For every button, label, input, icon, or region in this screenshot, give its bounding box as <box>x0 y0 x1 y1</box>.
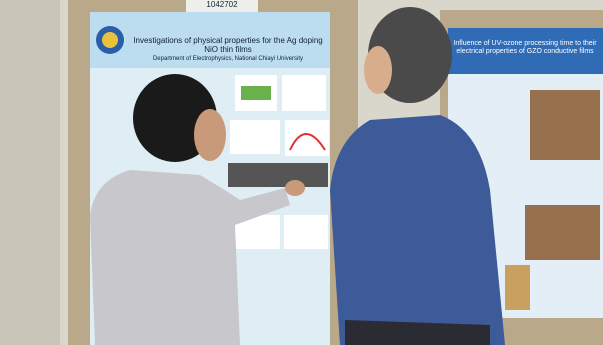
figure-grid <box>530 90 600 160</box>
boy-hand <box>285 180 305 196</box>
left-poster-header <box>90 12 330 68</box>
boy-face <box>194 109 226 161</box>
figure <box>230 120 280 154</box>
poster-title: Investigations of physical properties fo… <box>133 36 323 55</box>
figure-curve <box>289 133 326 151</box>
poster-title: Influence of UV-ozone processing time to… <box>453 40 597 56</box>
figure-device <box>241 86 271 100</box>
man-face <box>364 46 392 94</box>
poster-department: Department of Electrophysics, National C… <box>152 56 304 62</box>
man-pants <box>345 320 490 345</box>
right-poster-header <box>448 28 603 74</box>
figure <box>284 215 328 249</box>
figure <box>505 265 530 310</box>
name-tag <box>186 0 258 12</box>
figure-grid <box>525 205 600 260</box>
figure <box>282 75 326 111</box>
logo-inner <box>102 32 118 48</box>
man-shirt <box>330 115 505 345</box>
sem-image <box>228 163 328 187</box>
tag-text: 1042702 <box>206 0 238 9</box>
figure <box>285 120 329 156</box>
boy-hoodie <box>90 170 290 345</box>
wall-left <box>0 0 60 345</box>
